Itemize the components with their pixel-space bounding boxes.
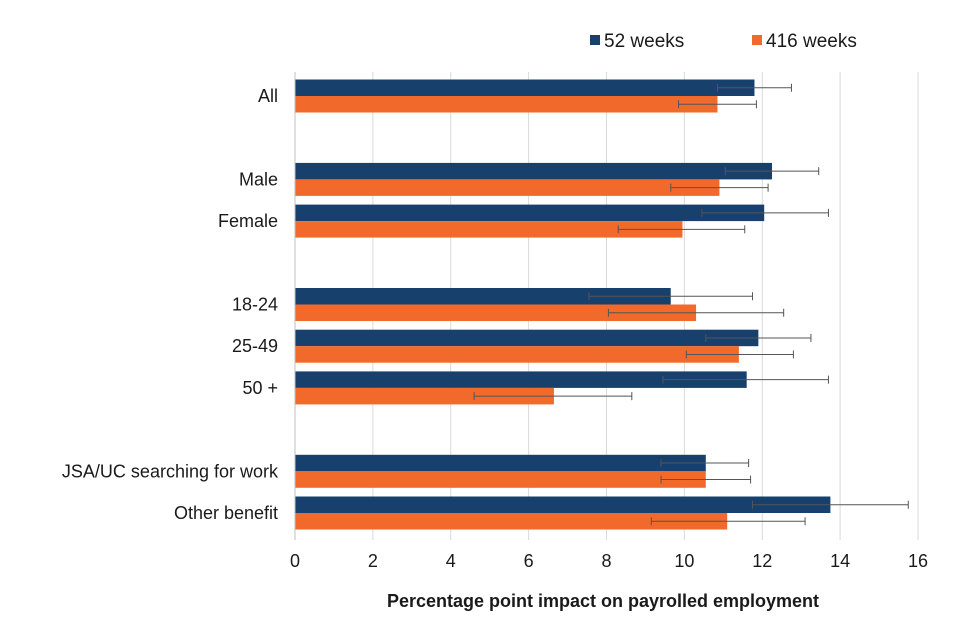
category-label-female: Female — [218, 211, 278, 231]
category-label-50: 50 + — [242, 378, 278, 398]
bar-male-52-weeks — [295, 162, 772, 180]
error-bar-25-49-416-weeks — [685, 350, 794, 359]
category-label-18-24: 18-24 — [232, 295, 278, 315]
category-label-male: Male — [239, 169, 278, 189]
category-label-all: All — [258, 86, 278, 106]
error-bar-female-416-weeks — [617, 225, 746, 234]
bar-all-52-weeks — [295, 79, 755, 96]
category-label-other-benefit: Other benefit — [174, 503, 278, 523]
x-axis-ticks: 0 2 4 6 8 10 12 14 16 — [290, 551, 928, 571]
error-bar-all-52-weeks — [716, 83, 792, 92]
x-tick-label-12: 12 — [752, 551, 772, 571]
bar-female-52-weeks — [295, 204, 765, 222]
bar-female-416-weeks — [295, 221, 683, 238]
x-tick-label-4: 4 — [446, 551, 456, 571]
error-bar-male-416-weeks — [670, 183, 769, 192]
x-tick-label-6: 6 — [524, 551, 534, 571]
x-tick-label-8: 8 — [601, 551, 611, 571]
error-bar-jsa-uc-searching-for-work-416-weeks — [660, 475, 752, 484]
legend-swatch-416-weeks — [752, 35, 762, 45]
legend-label-52-weeks: 52 weeks — [604, 31, 684, 52]
legend-item-52-weeks: 52 weeks — [590, 31, 684, 52]
bars — [295, 79, 831, 530]
error-bar-other-benefit-52-weeks — [752, 500, 909, 509]
bar-other-benefit-416-weeks — [295, 513, 728, 530]
bar-50-52-weeks — [295, 371, 747, 388]
x-tick-label-2: 2 — [368, 551, 378, 571]
x-axis-title: Percentage point impact on payrolled emp… — [387, 591, 819, 611]
bar-male-416-weeks — [295, 179, 720, 196]
bar-jsa-uc-searching-for-work-416-weeks — [295, 471, 706, 488]
error-bar-other-benefit-416-weeks — [650, 517, 806, 526]
error-bar-25-49-52-weeks — [705, 333, 812, 342]
error-bar-jsa-uc-searching-for-work-52-weeks — [660, 459, 750, 468]
bar-other-benefit-52-weeks — [295, 496, 831, 513]
error-bar-18-24-52-weeks — [588, 292, 754, 301]
category-labels: All Male Female 18-24 25-49 50 + JSA/UC search… — [62, 86, 279, 523]
category-label-25-49: 25-49 — [232, 336, 278, 356]
legend-label-416-weeks: 416 weeks — [766, 31, 857, 52]
bar-50-416-weeks — [295, 387, 554, 405]
error-bar-18-24-416-weeks — [607, 308, 785, 317]
x-tick-label-14: 14 — [830, 551, 850, 571]
bar-18-24-416-weeks — [295, 304, 697, 321]
error-bar-female-52-weeks — [701, 208, 829, 217]
x-tick-label-0: 0 — [290, 551, 300, 571]
legend-item-416-weeks: 416 weeks — [752, 31, 857, 52]
bar-18-24-52-weeks — [295, 288, 671, 305]
error-bar-male-52-weeks — [724, 167, 820, 176]
x-tick-label-10: 10 — [674, 551, 694, 571]
bar-jsa-uc-searching-for-work-52-weeks — [295, 454, 706, 472]
legend: 52 weeks 416 weeks — [590, 31, 857, 52]
legend-swatch-52-weeks — [590, 35, 600, 45]
x-tick-label-16: 16 — [908, 551, 928, 571]
error-bar-all-416-weeks — [678, 100, 757, 109]
bar-25-49-416-weeks — [295, 346, 739, 363]
error-bar-50-416-weeks — [473, 392, 633, 401]
bar-all-416-weeks — [295, 96, 718, 113]
bar-25-49-52-weeks — [295, 329, 759, 347]
category-label-jsa-uc-searching-for-work: JSA/UC searching for work — [62, 461, 279, 481]
error-bar-50-52-weeks — [662, 375, 829, 384]
error-bars — [473, 83, 909, 526]
